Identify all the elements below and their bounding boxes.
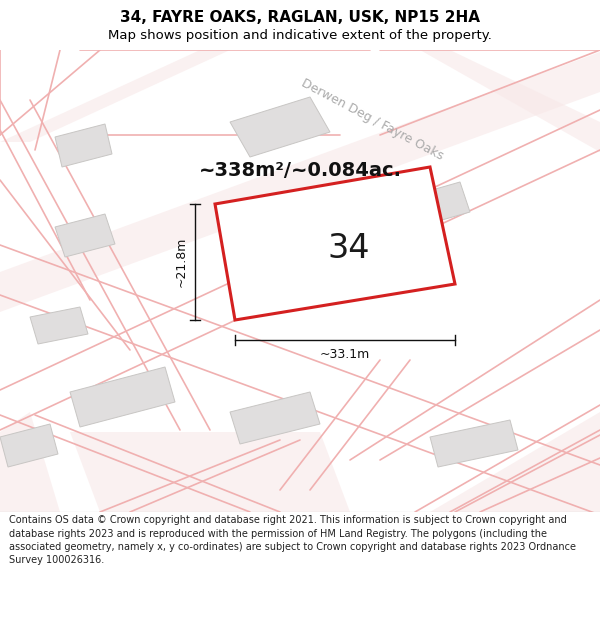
Text: Contains OS data © Crown copyright and database right 2021. This information is : Contains OS data © Crown copyright and d…: [9, 516, 576, 565]
Polygon shape: [0, 412, 60, 512]
Text: Map shows position and indicative extent of the property.: Map shows position and indicative extent…: [108, 29, 492, 42]
Polygon shape: [230, 392, 320, 444]
Polygon shape: [55, 214, 115, 257]
Text: ~33.1m: ~33.1m: [320, 348, 370, 361]
Polygon shape: [0, 52, 600, 312]
Polygon shape: [420, 50, 600, 152]
Polygon shape: [30, 307, 88, 344]
Polygon shape: [390, 182, 470, 232]
Polygon shape: [0, 50, 230, 142]
Polygon shape: [70, 432, 350, 512]
Text: ~338m²/~0.084ac.: ~338m²/~0.084ac.: [199, 161, 401, 179]
Polygon shape: [380, 412, 600, 512]
Polygon shape: [215, 167, 455, 320]
Text: 34: 34: [328, 232, 370, 265]
Polygon shape: [70, 367, 175, 427]
Polygon shape: [0, 424, 58, 467]
Text: Derwen Deg / Fayre Oaks: Derwen Deg / Fayre Oaks: [299, 76, 445, 162]
Text: ~21.8m: ~21.8m: [175, 237, 188, 288]
Polygon shape: [55, 124, 112, 167]
Polygon shape: [430, 420, 518, 467]
Polygon shape: [230, 97, 330, 157]
Text: 34, FAYRE OAKS, RAGLAN, USK, NP15 2HA: 34, FAYRE OAKS, RAGLAN, USK, NP15 2HA: [120, 10, 480, 25]
